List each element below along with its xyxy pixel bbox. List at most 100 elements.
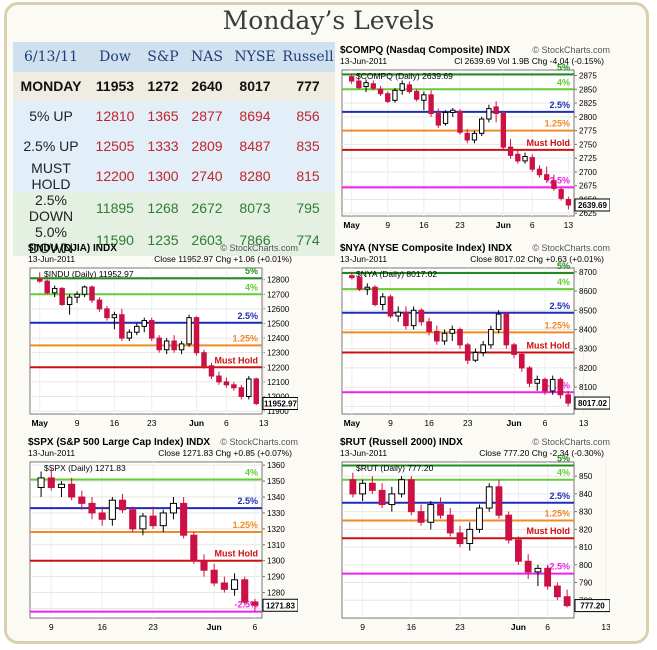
y-tick-label: 2875 [579,72,597,81]
x-tick-label: 23 [148,622,158,632]
table-header-cell: Russell [281,42,335,72]
x-tick-label: 9 [360,622,365,632]
chart-stats: Close 1271.83 Chg +0.85 (+0.07%) [158,448,292,458]
table-cell: 856 [281,101,335,131]
level-label: 1.25% [232,333,258,343]
last-value-box [574,396,610,410]
candle-body [378,489,386,506]
table-cell: 2672 [185,192,229,225]
chart-stats: Cl 2639.69 Vol 1.9B Chg -4.04 (-0.15%) [454,56,604,66]
candle-body [363,82,369,88]
spx-chart-svg: $SPX (S&P 500 Large Cap Index) INDX © Sto… [28,437,298,632]
candle-body [253,378,260,404]
level-label: Must Hold [215,549,259,559]
candle-body [44,280,50,294]
candle-body [68,483,76,498]
brand-label: © StockCharts.com [220,437,298,447]
x-tick-label: May [31,418,48,428]
candle-body [457,328,463,346]
candle-body [534,567,542,573]
table-cell: 774 [281,224,335,257]
candle-body [524,560,532,573]
candle-body [186,317,192,345]
candle-body [119,314,125,339]
candle-body [141,320,148,327]
chart-legend: $COMPQ (Daily) 2639.69 [356,71,453,81]
x-tick-label: 16 [424,418,434,428]
y-tick-label: 8700 [579,268,597,277]
candle-body [399,83,405,91]
candle-body [542,378,548,392]
level-label: 5% [557,62,570,72]
x-tick-label: 9 [49,622,54,632]
candle-body [493,106,499,115]
level-label: 4% [557,468,570,478]
table-cell: 1365 [141,101,185,131]
compq-chart-svg: $COMPQ (Nasdaq Composite) INDX © StockCha… [340,45,610,230]
last-value-box [262,598,298,612]
candle-body [544,567,552,587]
candle-body [78,496,86,504]
level-label: 4% [245,468,258,478]
table-cell: 7866 [229,224,281,257]
plot-area [341,69,575,217]
indu-chart: $INDU (DJIA) INDX © StockCharts.com 13-Jun… [28,242,298,432]
y-tick-label: 2850 [579,85,597,94]
last-value-box [574,198,610,212]
table-cell: 12810 [89,101,141,131]
chart-title: $RUT (Russell 2000) INDX [340,437,463,448]
row-label: 2.5% UP [13,130,89,161]
candle-body [442,111,449,124]
table-cell: 1272 [141,71,185,102]
table-cell: 2603 [185,224,229,257]
candle-body [223,381,230,386]
level-label: 5% [245,266,258,276]
candle-body [98,512,106,520]
table-cell: 8487 [229,130,281,161]
chart-legend: $NYA (Daily) 8017.02 [356,269,437,279]
x-tick-label: 16 [407,622,417,632]
candle-body [220,582,228,590]
candle-body [388,493,396,506]
row-label: 5.0% DOWN [13,224,89,257]
candle-body [507,146,514,156]
y-tick-label: 1340 [267,493,285,502]
candle-body [210,569,218,584]
candle-body [246,378,252,397]
candle-body [526,367,533,384]
level-label: -2.5% [234,600,258,610]
candle-body [529,157,535,170]
chart-stats: Close 11952.97 Chg +1.06 (+0.01%) [154,254,292,264]
candle-body [485,486,493,509]
y-tick-label: 830 [579,508,593,517]
candle-body [421,94,427,101]
candle-body [149,515,157,527]
table-row: 5.0% DOWN 11590 1235 2603 7866 774 [13,224,335,257]
y-tick-label: 8600 [579,287,597,296]
level-label: Must Hold [527,341,571,351]
level-label: 1.25% [544,119,570,129]
candle-body [368,482,376,491]
table-header-cell: 6/13/11 [13,42,89,72]
y-tick-label: 2675 [579,182,597,191]
chart-date: 13-Jun-2011 [28,448,75,458]
candle-body [480,344,486,354]
candle-body [364,286,371,290]
candle-body [398,479,405,495]
table-row: MONDAY 11953 1272 2640 8017 777 [13,71,335,102]
brand-label: © StockCharts.com [532,437,610,447]
x-tick-label: 6 [224,418,229,428]
candle-body [427,504,435,523]
candle-body [441,332,448,342]
candle-body [356,277,363,290]
candle-body [549,378,556,392]
y-tick-label: 8300 [579,345,597,354]
y-tick-label: 2725 [579,154,597,163]
candle-body [406,84,413,92]
y-tick-label: 12500 [267,319,290,328]
y-tick-label: 2625 [579,209,597,218]
candle-body [370,83,376,89]
candle-body [565,394,571,404]
table-header-cell: NYSE [229,42,281,72]
y-tick-label: 1320 [267,525,285,534]
